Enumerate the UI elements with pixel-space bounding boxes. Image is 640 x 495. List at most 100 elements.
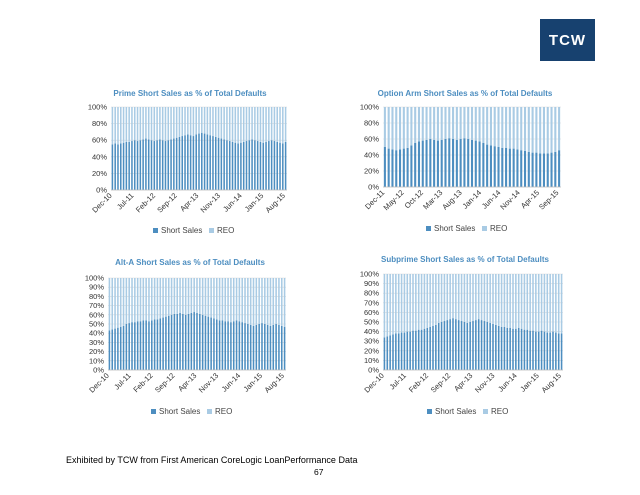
bar-reo [220,107,223,139]
bar-reo [443,274,446,322]
bar-reo [523,274,526,330]
bar-reo [165,278,167,317]
bar-short-sales [392,334,394,370]
bar-reo [117,107,119,145]
bar-short-sales [206,134,209,190]
x-tick-label: Aug-13 [440,188,463,211]
bar-short-sales [410,145,413,187]
bar-reo [203,107,206,134]
bar-reo [159,278,162,319]
bar-short-sales [275,324,277,370]
bar-reo [131,278,133,323]
y-tick-label: 10% [364,356,379,365]
y-tick-label: 70% [89,301,104,310]
bar-reo [410,107,413,146]
x-tick-label: Sep-12 [155,191,178,214]
bar-reo [270,107,273,141]
y-tick-label: 40% [89,329,104,338]
bar-reo [156,278,159,320]
bar-reo [395,274,397,334]
bar-reo [256,107,259,142]
bar-short-sales [161,140,164,190]
bar-short-sales [383,337,386,370]
bar-reo [497,107,500,147]
bar-short-sales [226,140,228,190]
x-tick-label: Nov-13 [197,371,220,394]
bar-reo [201,107,203,133]
bar-reo [266,278,269,325]
bar-short-sales [448,138,451,187]
bar-short-sales [423,328,426,370]
x-tick-label: Feb-12 [131,371,154,394]
bar-short-sales [557,333,560,370]
legend-swatch [483,409,488,414]
bar-short-sales [254,140,256,190]
bar-reo [198,107,200,134]
bar-reo [147,107,150,140]
bar-reo [237,107,239,144]
legend-swatch [153,228,158,233]
bar-reo [241,278,243,323]
bar-short-sales [412,330,414,370]
bar-short-sales [209,135,211,190]
bar-reo [173,107,175,139]
bar-short-sales [440,139,443,187]
bar-reo [505,107,508,148]
bar-short-sales [520,328,523,370]
bar-short-sales [133,140,136,190]
logo-text: TCW [548,31,587,49]
bar-short-sales [237,143,239,190]
bar-short-sales [252,325,255,370]
y-tick-label: 0% [93,366,104,375]
bar-short-sales [523,151,527,187]
bar-short-sales [184,314,187,370]
bar-reo [463,274,466,322]
bar-reo [128,278,130,324]
bar-short-sales [463,138,466,187]
bar-short-sales [238,321,241,370]
bar-short-sales [216,319,218,370]
y-tick-label: 100% [360,103,380,112]
bar-reo [145,107,147,139]
legend-swatch [209,228,214,233]
bar-reo [527,107,530,152]
bar-short-sales [432,325,434,370]
bar-reo [122,278,125,326]
bar-reo [386,274,389,337]
bar-short-sales [232,321,235,370]
x-tick-label: Nov-13 [473,371,496,394]
legend-label: Short Sales [161,226,202,235]
bar-short-sales [474,140,477,187]
bar-short-sales [417,329,420,370]
chart-title: Prime Short Sales as % of Total Defaults [113,89,267,98]
bar-reo [432,274,434,326]
x-tick-label: Apr-13 [452,371,474,393]
bar-short-sales [131,322,133,370]
bar-reo [463,107,466,139]
bar-short-sales [184,135,186,190]
bar-short-sales [173,313,176,370]
bar-reo [272,278,275,325]
bar-short-sales [492,323,494,370]
bar-reo [204,278,207,316]
bar-short-sales [279,142,281,190]
bar-reo [383,274,386,338]
bar-reo [483,274,486,322]
bar-short-sales [395,333,397,370]
bar-short-sales [207,316,210,370]
bar-short-sales [463,322,466,370]
bar-short-sales [201,314,204,370]
bar-reo [497,274,500,326]
bar-reo [231,107,234,142]
bar-short-sales [383,147,386,187]
bar-short-sales [203,133,206,190]
bar-reo [265,107,267,142]
x-tick-label: Jan-15 [242,371,265,394]
bar-reo [470,107,474,140]
y-tick-label: 50% [89,320,104,329]
bar-short-sales [512,148,515,187]
bar-short-sales [516,149,519,187]
bar-short-sales [120,143,122,190]
bar-short-sales [227,321,229,370]
bar-short-sales [235,320,238,370]
